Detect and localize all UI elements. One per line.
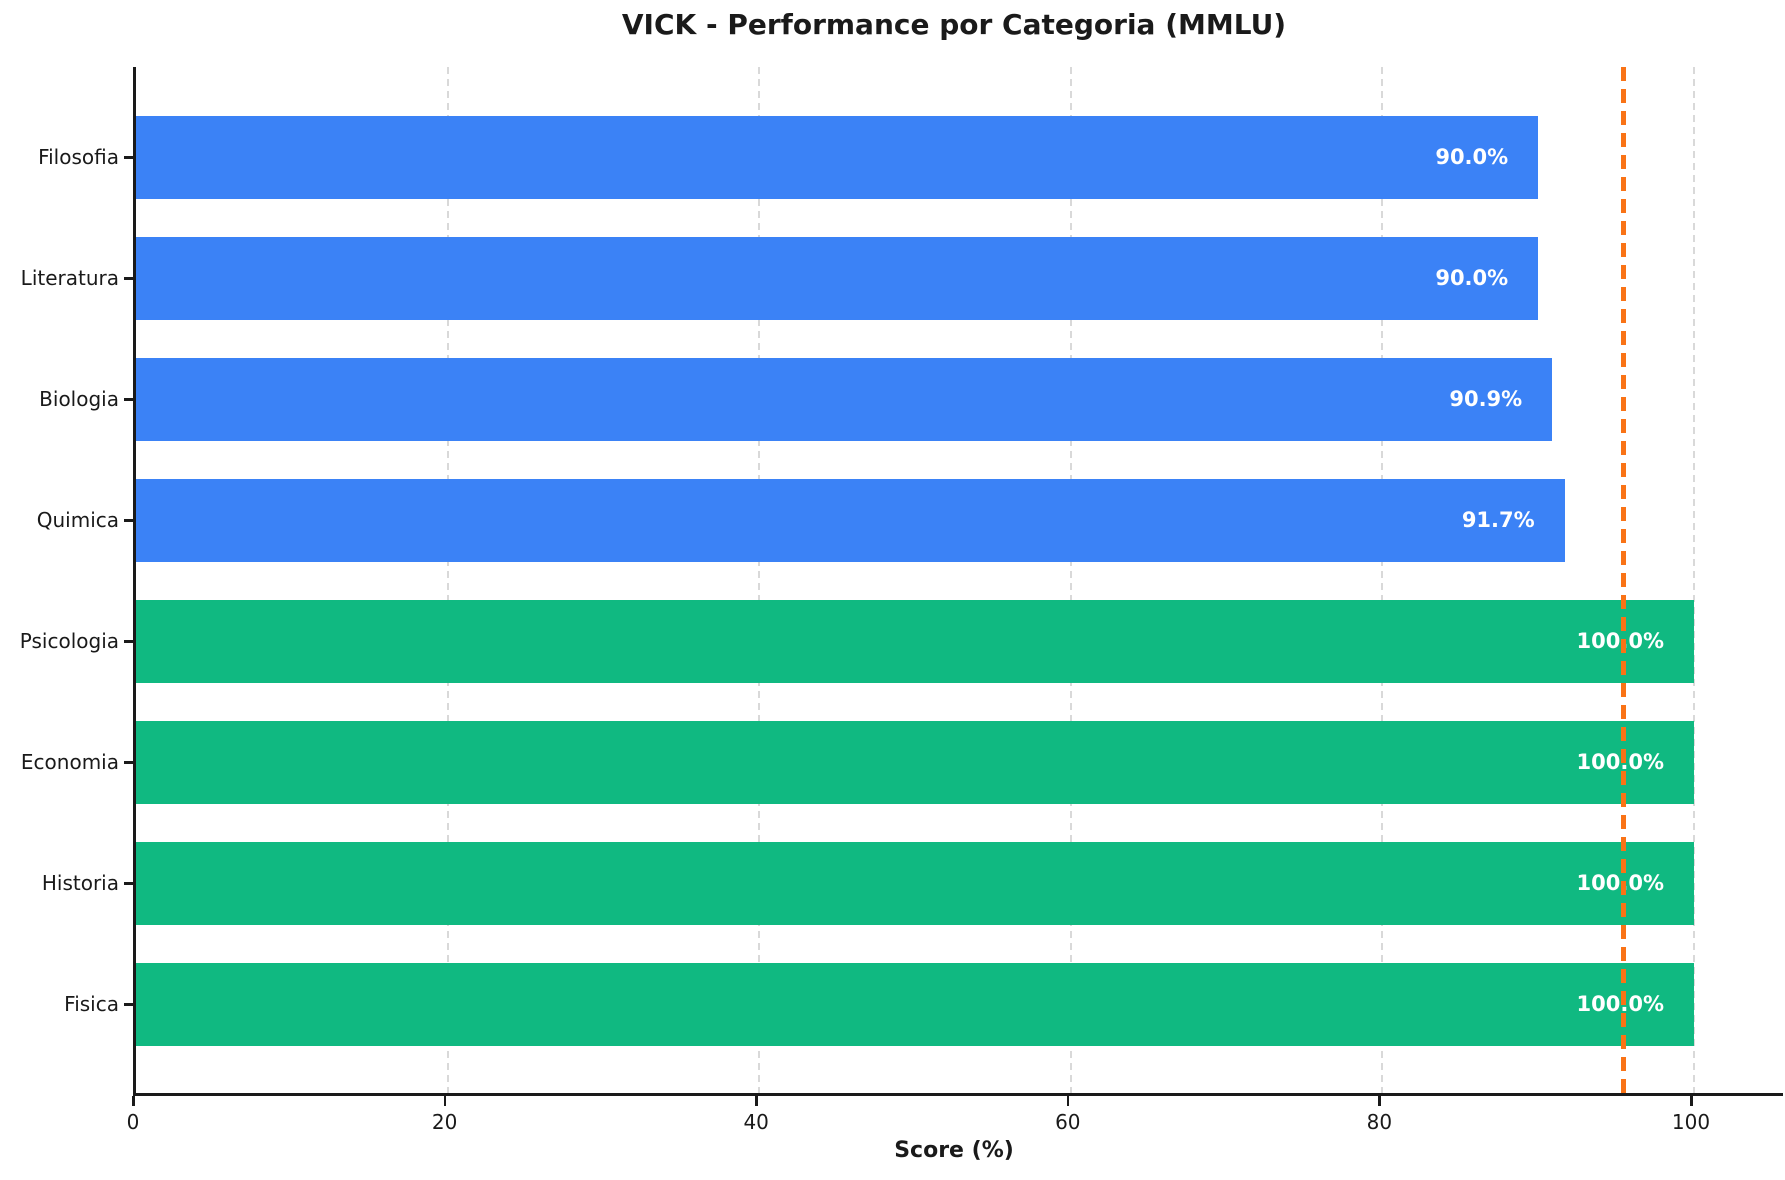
- x-tick: [443, 1096, 447, 1106]
- x-tick-label-80: 80: [1366, 1110, 1393, 1134]
- category-label-historia: Historia: [41, 871, 119, 895]
- category-label-biologia: Biologia: [39, 387, 119, 411]
- x-tick: [755, 1096, 758, 1106]
- x-tick-label-0: 0: [126, 1110, 140, 1134]
- bar-economia: 100.0%: [136, 720, 1694, 804]
- bar-value-label: 100.0%: [1577, 750, 1664, 774]
- category-label-filosofia: Filosofia: [38, 145, 119, 169]
- threshold-line: [1621, 67, 1627, 1093]
- bar-quimica: 91.7%: [136, 478, 1565, 562]
- gridline-x20: [446, 67, 449, 1093]
- y-tick: [124, 1003, 133, 1006]
- y-tick: [124, 882, 133, 885]
- category-label-quimica: Quimica: [36, 508, 119, 532]
- y-tick: [124, 156, 133, 159]
- plot-area: 90.0% 90.0% 90.9% 91.7% 100.0% 100.0% 100.0% 10…: [133, 67, 1783, 1096]
- x-tick-label-20: 20: [431, 1110, 458, 1134]
- bar-value-label: 90.0%: [1435, 145, 1509, 169]
- bar-value-label: 100.0%: [1577, 992, 1664, 1016]
- bar-literatura: 90.0%: [136, 236, 1539, 320]
- bar-value-label: 90.9%: [1449, 387, 1523, 411]
- gridline-x80: [1381, 67, 1384, 1093]
- x-axis-label: Score (%): [894, 1138, 1014, 1163]
- x-tick-label-60: 60: [1055, 1110, 1081, 1134]
- category-label-psicologia: Psicologia: [19, 629, 119, 653]
- category-label-economia: Economia: [20, 750, 119, 774]
- x-tick: [1690, 1096, 1693, 1106]
- x-tick: [1378, 1096, 1381, 1106]
- bar-psicologia: 100.0%: [136, 599, 1694, 683]
- y-tick: [124, 640, 133, 643]
- category-label-literatura: Literatura: [20, 266, 119, 290]
- bar-fisica: 100.0%: [136, 962, 1694, 1046]
- x-tick-label-100: 100: [1671, 1110, 1711, 1134]
- bar-value-label: 91.7%: [1461, 508, 1535, 532]
- bar-filosofia: 90.0%: [136, 115, 1539, 199]
- bar-value-label: 100.0%: [1577, 871, 1664, 895]
- bar-value-label: 90.0%: [1435, 266, 1509, 290]
- bar-historia: 100.0%: [136, 841, 1694, 925]
- y-tick: [124, 277, 133, 280]
- gridline-x100: [1693, 67, 1695, 1093]
- category-label-fisica: Fisica: [64, 992, 119, 1016]
- gridline-x40: [758, 67, 761, 1093]
- y-tick: [124, 519, 133, 522]
- bar-value-label: 100.0%: [1577, 629, 1664, 653]
- x-tick: [1066, 1096, 1070, 1106]
- chart-title: VICK - Performance por Categoria (MMLU): [621, 8, 1287, 41]
- bar-biologia: 90.9%: [136, 357, 1553, 441]
- y-tick: [124, 398, 133, 401]
- y-tick: [124, 761, 133, 764]
- x-tick-label-40: 40: [743, 1110, 769, 1134]
- gridline-x60: [1069, 67, 1072, 1093]
- x-tick: [132, 1096, 135, 1106]
